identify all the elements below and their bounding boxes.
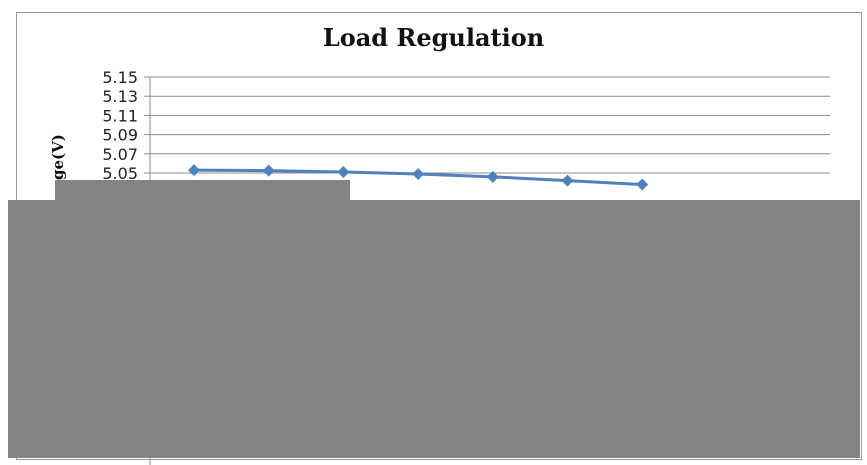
data-point-marker	[188, 164, 200, 177]
y-tick-label: 5.05	[102, 164, 138, 183]
y-tick-label: 5.11	[102, 106, 138, 125]
y-tick-label: 5.15	[102, 68, 138, 87]
data-point-marker	[337, 166, 350, 179]
data-point-marker	[636, 178, 649, 191]
y-tick-label: 5.13	[102, 87, 138, 106]
data-point-marker	[412, 167, 425, 180]
chart-title: Load Regulation	[322, 23, 545, 52]
data-point-marker	[262, 164, 275, 177]
data-point-marker	[561, 174, 574, 187]
y-tick-label: 5.07	[102, 145, 138, 164]
redaction-overlay	[8, 200, 860, 458]
data-point-marker	[486, 170, 499, 183]
y-tick-label: 5.09	[102, 126, 138, 145]
